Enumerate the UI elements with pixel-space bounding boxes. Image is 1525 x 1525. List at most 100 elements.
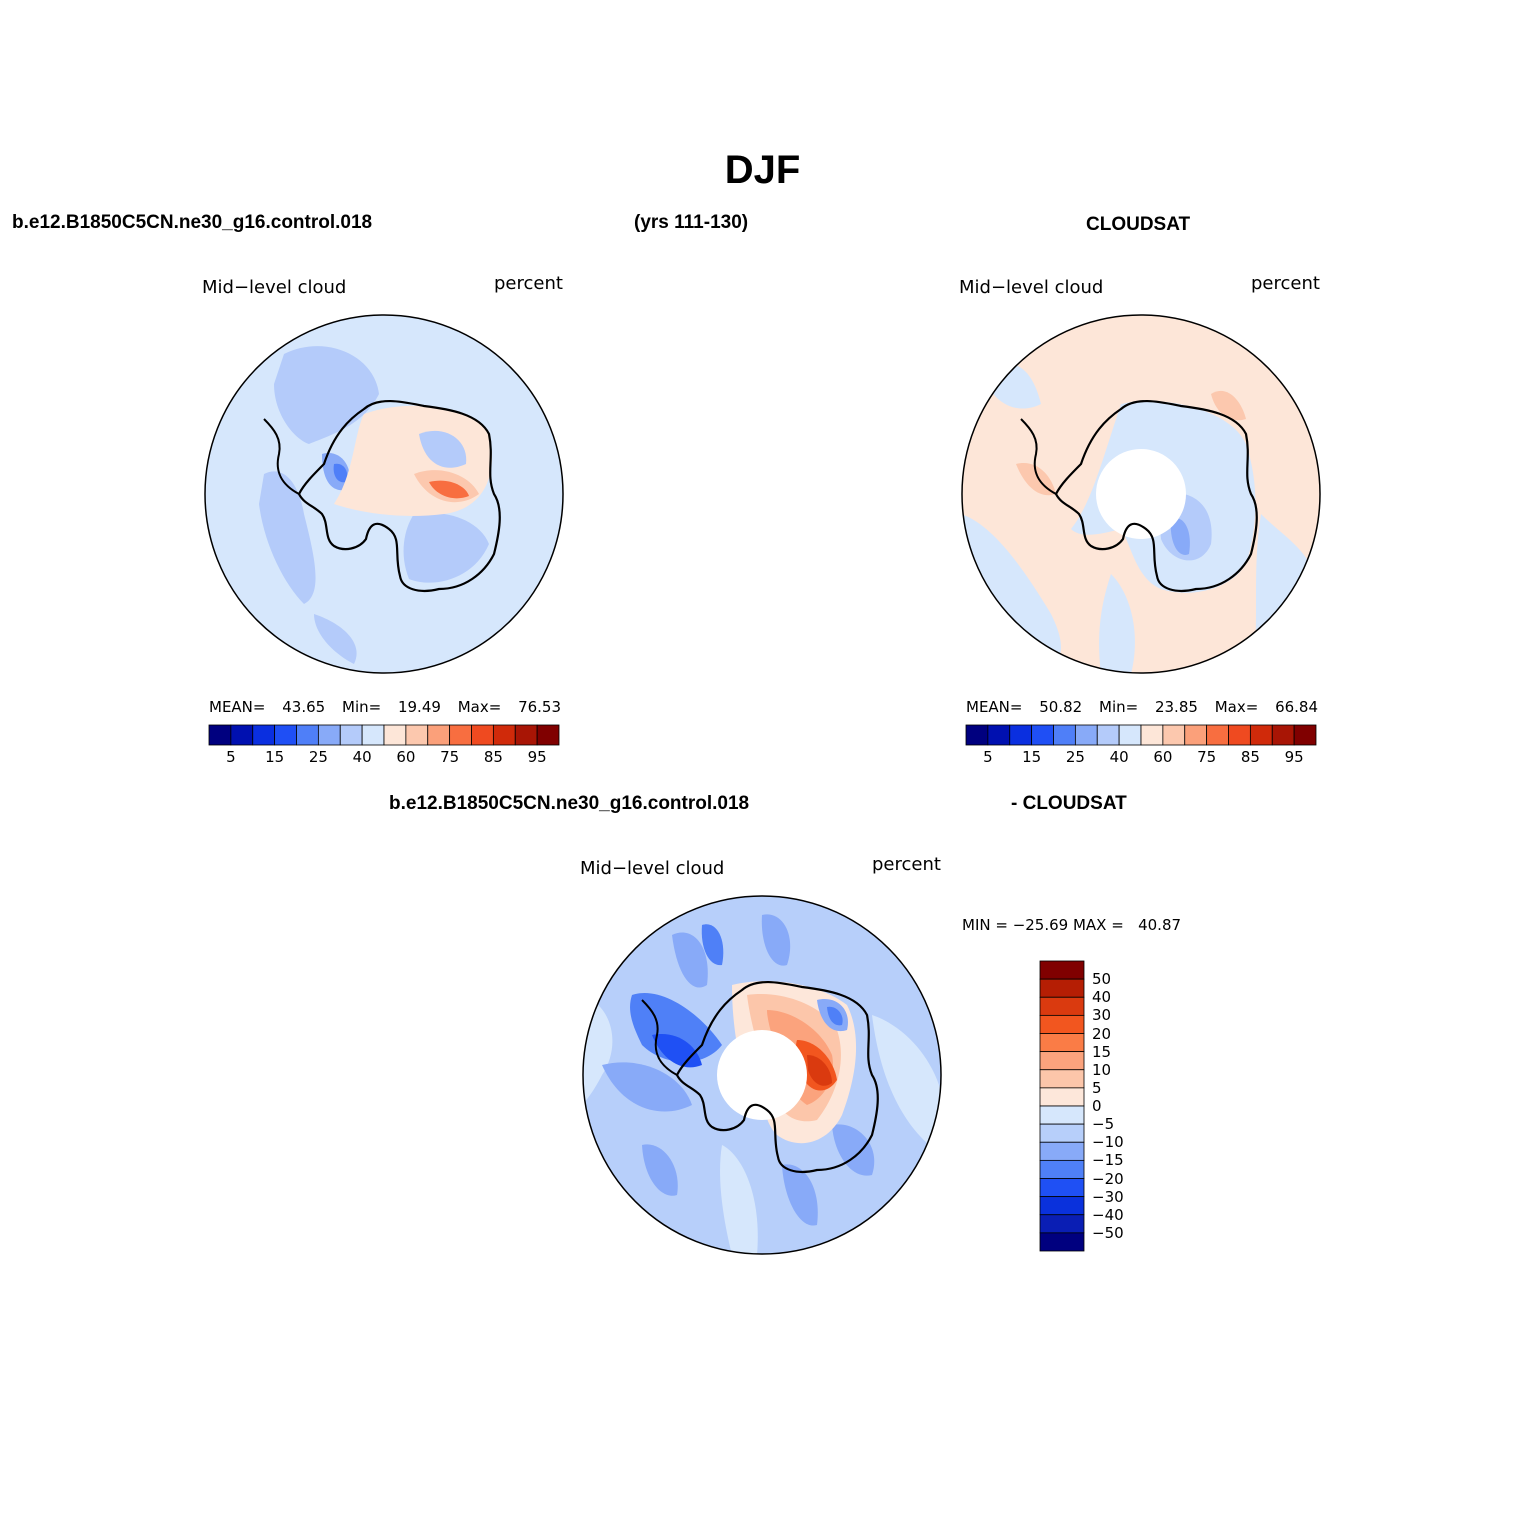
- diff-colorbar-tick: 30: [1092, 1006, 1112, 1025]
- diff-contour-neg10-neg15: [642, 1144, 678, 1196]
- diff-colorbar-swatch: [1039, 996, 1085, 1016]
- obs-mean-value: 50.82: [1039, 698, 1083, 716]
- diff-contour-neg10-neg15: [761, 914, 791, 966]
- obs-colorbar-swatch: [1096, 724, 1120, 746]
- obs-colorbar-tick: 25: [1065, 748, 1085, 766]
- obs-colorbar-swatch: [1118, 724, 1142, 746]
- model-colorbar-swatch: [405, 724, 429, 746]
- diff-colorbar-swatch: [1039, 1178, 1085, 1198]
- obs-min-value: 23.85: [1154, 698, 1198, 716]
- obs-colorbar-swatch: [1009, 724, 1033, 746]
- obs-colorbar-tick: 60: [1153, 748, 1173, 766]
- obs-colorbar-tick: 75: [1197, 748, 1217, 766]
- obs-min-label: Min=: [1099, 698, 1139, 716]
- obs-missing-data-hole: [1096, 449, 1186, 539]
- model-contour-25-40: [259, 471, 316, 604]
- model-colorbar-tick: 40: [352, 748, 372, 766]
- obs-coastline: [1054, 399, 1258, 593]
- diff-colorbar-swatch: [1039, 1105, 1085, 1125]
- diff-contour-neg15-neg20: [827, 1006, 843, 1026]
- model-units-label: percent: [494, 273, 563, 294]
- obs-colorbar-tick: 85: [1240, 748, 1260, 766]
- diff-colorbar-tick: −15: [1092, 1151, 1124, 1170]
- model-variable-label: Mid−level cloud: [202, 277, 347, 298]
- diff-colorbar-swatch: [1039, 1232, 1085, 1252]
- model-contour-25-40: [274, 346, 379, 444]
- model-colorbar-swatch: [361, 724, 385, 746]
- diff-colorbar-tick: 10: [1092, 1060, 1112, 1079]
- model-colorbar-swatch: [296, 724, 319, 746]
- model-colorbar-swatch: [252, 724, 276, 746]
- diff-colorbar-tick: 50: [1092, 970, 1112, 989]
- diff-contour-neg15-neg20: [630, 993, 722, 1062]
- obs-colorbar-tick: 95: [1284, 748, 1304, 766]
- model-min-value: 19.49: [397, 698, 441, 716]
- diff-colorbar-swatch: [1039, 1069, 1085, 1089]
- model-max-value: 76.53: [518, 698, 562, 716]
- model-colorbar-tick: 25: [308, 748, 328, 766]
- model-colorbar-tick: 60: [396, 748, 416, 766]
- model-colorbar-swatch: [492, 724, 516, 746]
- diff-contour-0-neg5: [872, 1015, 941, 1155]
- model-peninsula: [263, 418, 300, 495]
- model-colorbar-tick: 5: [226, 748, 236, 766]
- obs-colorbar-swatch: [1293, 724, 1317, 746]
- model-colorbar-tick: 95: [527, 748, 547, 766]
- diff-variable-label: Mid−level cloud: [580, 858, 725, 879]
- model-colorbar-swatch: [274, 724, 297, 746]
- model-colorbar-swatch: [449, 724, 472, 746]
- obs-colorbar-swatch: [987, 724, 1011, 746]
- obs-contour-60-75: [1211, 390, 1246, 421]
- diff-peninsula: [641, 999, 678, 1076]
- model-contour-75-85: [429, 480, 469, 499]
- diff-coastline: [675, 980, 879, 1174]
- model-map: [204, 314, 564, 674]
- diff-colorbar-swatch: [1039, 1123, 1085, 1143]
- obs-colorbar-swatch: [1140, 724, 1164, 746]
- diff-colorbar-swatch: [1039, 978, 1085, 998]
- diff-contour-0-neg5: [720, 1145, 758, 1254]
- model-colorbar-swatch: [383, 724, 407, 746]
- model-mean-label: MEAN=: [209, 698, 266, 716]
- obs-colorbar-swatch: [965, 724, 989, 746]
- model-contour-5-15: [333, 463, 348, 483]
- model-colorbar-swatch: [536, 724, 560, 746]
- diff-colorbar-tick: 15: [1092, 1042, 1112, 1061]
- model-colorbar-swatch: [471, 724, 494, 746]
- model-contour-25-40: [314, 614, 357, 664]
- diff-colorbar-swatch: [1039, 1214, 1085, 1234]
- diff-colorbar-swatch: [1039, 1014, 1085, 1034]
- diff-minmax: MIN = −25.69 MAX = 40.87: [962, 916, 1182, 934]
- model-colorbar-tick: 75: [440, 748, 460, 766]
- model-colorbar-swatch: [230, 724, 254, 746]
- diff-colorbar-swatch: [1039, 1033, 1085, 1053]
- diff-map: [582, 895, 942, 1255]
- diff-colorbar: [1039, 960, 1085, 1252]
- model-colorbar-swatch: [208, 724, 232, 746]
- obs-max-value: 66.84: [1275, 698, 1319, 716]
- obs-colorbar-swatch: [1074, 724, 1098, 746]
- model-colorbar-tick: 85: [483, 748, 503, 766]
- obs-mean-label: MEAN=: [966, 698, 1023, 716]
- obs-contour-40-60: [1099, 574, 1135, 673]
- obs-colorbar-swatch: [1031, 724, 1054, 746]
- model-colorbar-ticks: 5 15 25 40 60 75 85 95: [209, 748, 559, 768]
- obs-colorbar-ticks: 5 15 25 40 60 75 85 95: [966, 748, 1316, 768]
- model-min-label: Min=: [342, 698, 382, 716]
- case-name: b.e12.B1850C5CN.ne30_g16.control.018: [12, 212, 373, 233]
- model-contour-25-40: [419, 430, 467, 468]
- figure-title: DJF: [724, 148, 801, 192]
- model-contour-25-40: [403, 512, 489, 583]
- diff-colorbar-tick: 20: [1092, 1024, 1112, 1043]
- obs-colorbar-tick: 15: [1022, 748, 1042, 766]
- diff-colorbar-tick: −50: [1092, 1223, 1124, 1242]
- model-colorbar-swatch: [427, 724, 451, 746]
- obs-colorbar-tick: 5: [983, 748, 993, 766]
- diff-contour-20-30: [807, 1055, 832, 1086]
- diff-contour-neg10-neg15: [602, 1062, 692, 1112]
- model-mean-value: 43.65: [282, 698, 326, 716]
- diff-colorbar-swatch: [1039, 1196, 1085, 1216]
- diff-units-label: percent: [872, 854, 941, 875]
- model-colorbar-swatch: [514, 724, 538, 746]
- diff-colorbar-swatch: [1039, 1141, 1085, 1161]
